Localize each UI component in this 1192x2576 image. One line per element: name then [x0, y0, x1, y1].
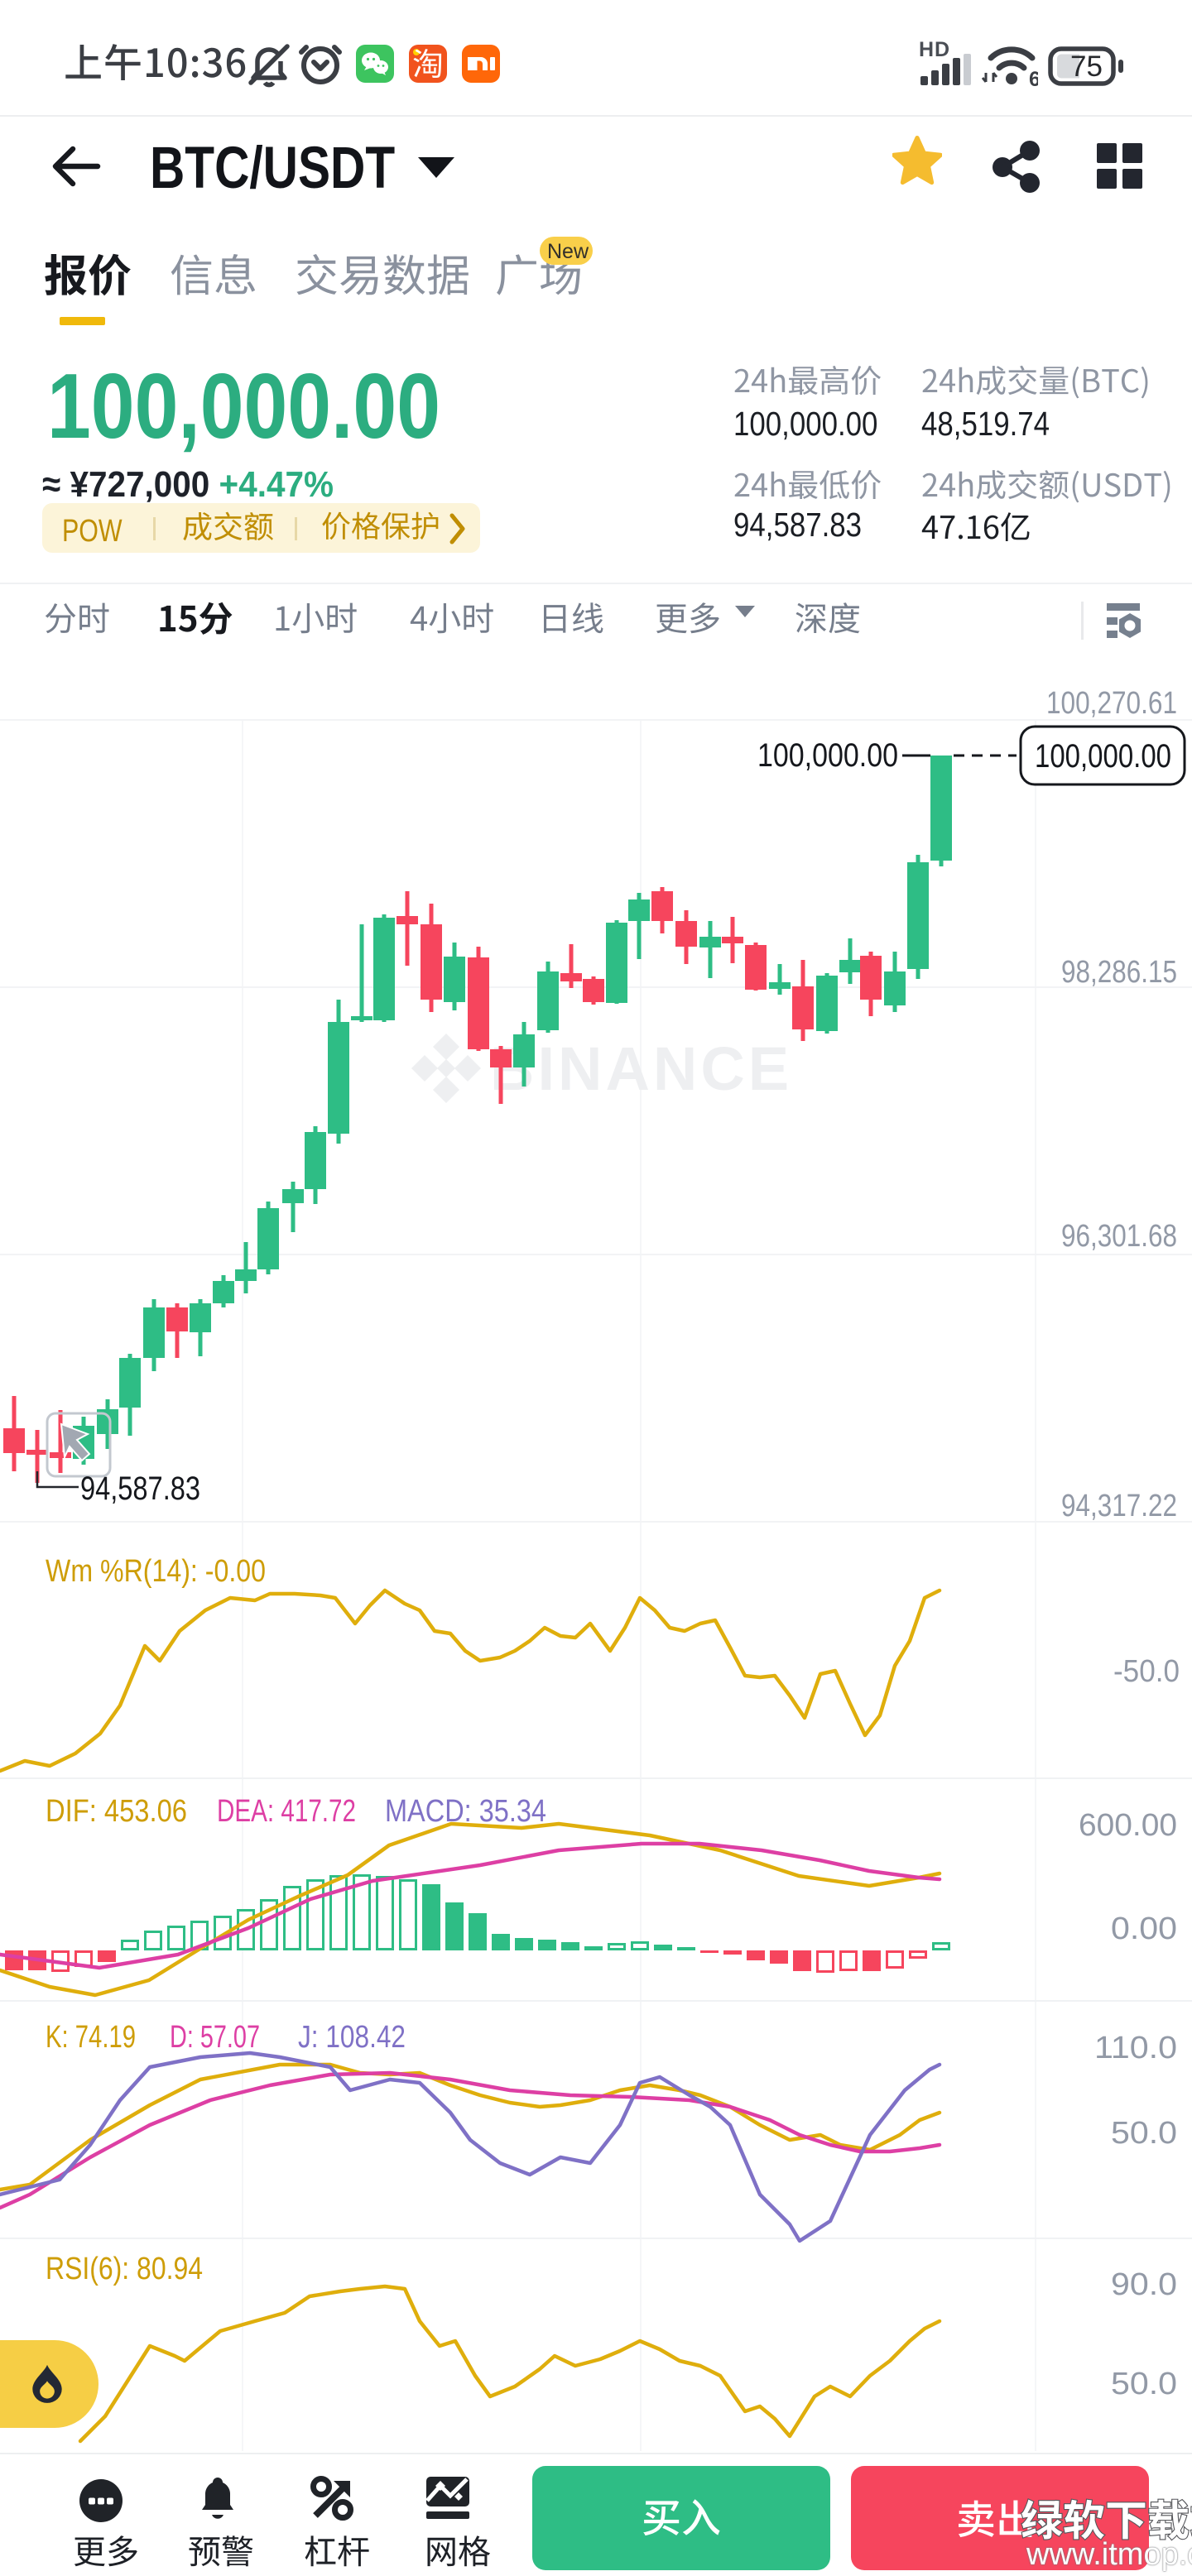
svg-text:110.0: 110.0 — [1094, 2031, 1177, 2065]
svg-text:94,317.22: 94,317.22 — [1061, 1489, 1177, 1523]
svg-text:75: 75 — [1070, 50, 1103, 83]
svg-text:94,587.83: 94,587.83 — [80, 1470, 200, 1507]
svg-text:RSI(6): 80.94: RSI(6): 80.94 — [46, 2252, 203, 2286]
svg-text:100,000.00: 100,000.00 — [1035, 738, 1171, 775]
svg-text:6: 6 — [1029, 68, 1038, 86]
svg-text:100,000.00: 100,000.00 — [757, 737, 898, 774]
svg-text:-50.0: -50.0 — [1113, 1654, 1180, 1689]
svg-text:BINANCE: BINANCE — [490, 1034, 792, 1103]
svg-text:100,270.61: 100,270.61 — [1046, 686, 1177, 721]
svg-text:J: 108.42: J: 108.42 — [298, 2020, 406, 2055]
svg-text:DIF: 453.06: DIF: 453.06 — [46, 1794, 187, 1829]
svg-text:K: 74.19: K: 74.19 — [46, 2020, 136, 2055]
svg-text:D: 57.07: D: 57.07 — [170, 2020, 260, 2055]
svg-text:90.0: 90.0 — [1111, 2267, 1177, 2302]
svg-text:0.00: 0.00 — [1111, 1912, 1177, 1946]
svg-text:98,286.15: 98,286.15 — [1061, 955, 1177, 990]
svg-text:50.0: 50.0 — [1111, 2116, 1177, 2151]
svg-text:600.00: 600.00 — [1079, 1808, 1177, 1843]
svg-text:96,301.68: 96,301.68 — [1061, 1219, 1177, 1254]
svg-text:50.0: 50.0 — [1111, 2367, 1177, 2401]
svg-text:Wm %R(14): -0.00: Wm %R(14): -0.00 — [46, 1554, 266, 1589]
svg-text:DEA: 417.72: DEA: 417.72 — [217, 1794, 356, 1829]
